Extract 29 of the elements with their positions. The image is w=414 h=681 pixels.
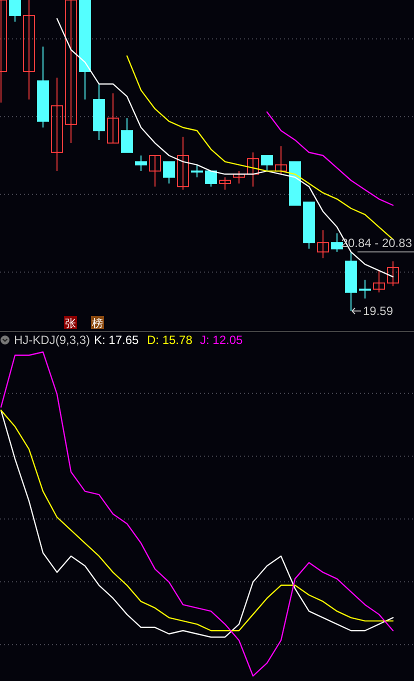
text: 张 <box>65 317 76 330</box>
candlestick <box>191 164 203 178</box>
candlestick <box>233 170 245 184</box>
candlestick <box>373 270 385 293</box>
annotation: 19.59 <box>363 304 394 318</box>
candlestick <box>247 152 259 188</box>
candlestick <box>163 161 175 184</box>
text: 榜 <box>92 317 103 330</box>
candlestick <box>107 92 119 144</box>
candlestick <box>387 260 399 287</box>
candlestick <box>23 0 35 100</box>
candlestick <box>205 170 217 188</box>
candlestick <box>149 155 161 188</box>
candlestick <box>331 232 343 252</box>
candlestick <box>135 155 147 172</box>
candlestick <box>275 146 287 175</box>
candlestick <box>219 176 231 190</box>
text: J: 12.05 <box>200 333 244 347</box>
text: D: 15.78 <box>147 333 193 347</box>
candlestick <box>121 118 133 153</box>
candlestick <box>177 136 189 190</box>
chart-title: HJ-KDJ(9,3,3) <box>14 333 90 347</box>
candlestick <box>65 0 77 144</box>
candlestick <box>317 230 329 259</box>
candlestick <box>51 77 63 172</box>
candlestick <box>9 0 21 22</box>
text: K: 17.65 <box>94 333 140 347</box>
candlestick <box>261 155 273 172</box>
candlestick <box>359 279 371 300</box>
